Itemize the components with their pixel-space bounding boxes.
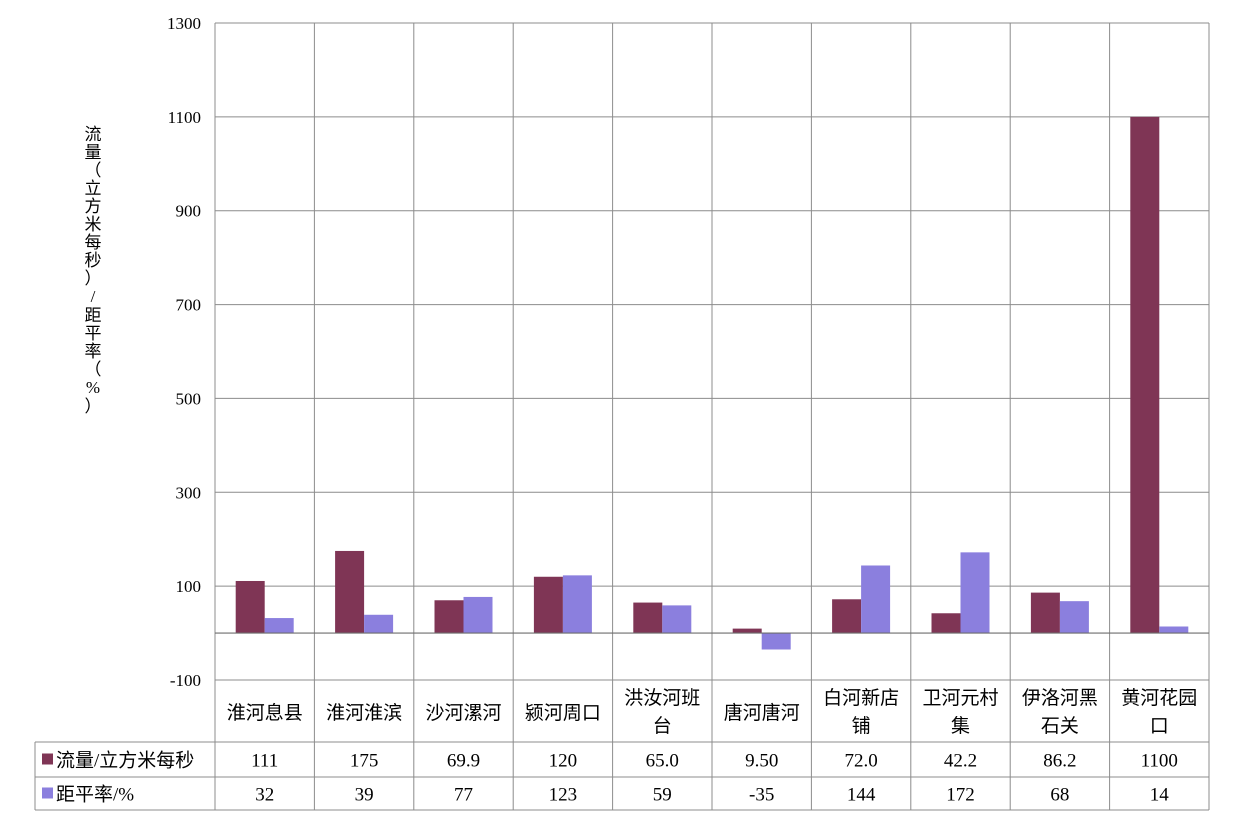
bar-anomaly [562,575,592,634]
category-label: 沙河漯河 [425,702,501,724]
legend-label: 距平率/% [56,784,134,806]
category-label: 伊洛河黑 [1022,687,1098,709]
bar-anomaly [264,618,294,634]
table-value: 68 [1050,785,1069,806]
table-value: 111 [251,751,278,772]
y-tick-label: 1100 [168,108,201,127]
y-tick-label: -100 [170,671,201,690]
y-tick-label: 500 [176,389,202,408]
y-axis-label-char: / [91,287,96,306]
legend-key [42,787,53,799]
category-label: 集 [951,715,970,737]
bar-anomaly [861,565,891,634]
y-axis-label-char: 秒 [85,251,102,270]
category-label: 台 [653,715,672,737]
table-value: -35 [749,785,774,806]
category-label: 淮河息县 [227,702,303,724]
category-label: 白河新店 [823,687,899,709]
y-axis-label-char: 米 [85,215,102,234]
category-label: 铺 [852,715,871,737]
y-axis-label-char: 平 [85,324,102,343]
category-label: 洪汝河班 [624,687,700,709]
bar-flow [732,628,762,634]
bar-anomaly [960,552,990,634]
bar-anomaly [364,614,394,634]
y-axis-label-char: 距 [85,306,102,325]
bar-anomaly [761,633,791,650]
bar-anomaly [1159,626,1189,634]
table-value: 172 [946,785,975,806]
y-tick-label: 300 [176,483,202,502]
category-label: 唐河唐河 [724,702,800,724]
y-tick-label: 100 [176,577,202,596]
y-axis-label-char: % [86,378,100,397]
y-tick-label: 700 [176,296,202,315]
y-axis-label-char: 量 [85,143,102,162]
grid-layer [214,22,1210,810]
category-label: 口 [1150,716,1169,737]
axis-layer: -100 100 300 500 700 900 1100 1300 [167,14,1209,690]
table-value: 72.0 [844,751,877,772]
bar-flow [533,576,563,634]
bar-flow [1130,116,1160,634]
bar-anomaly [463,596,493,634]
y-axis-label-char: ） [85,397,102,416]
table-value: 42.2 [944,751,977,772]
table-value: 86.2 [1043,751,1076,772]
y-axis-label-char: ） [85,269,102,288]
bar-flow [235,580,265,634]
category-label: 卫河元村 [922,687,998,709]
y-tick-label: 900 [176,202,202,221]
bar-flow [931,613,961,634]
legend-label: 流量/立方米每秒 [56,750,194,772]
y-axis-label-char: 方 [85,197,102,216]
table-value: 144 [847,785,876,806]
table-value: 39 [355,785,374,806]
category-label: 黄河花园 [1121,687,1197,709]
table-value: 32 [255,785,274,806]
bar-anomaly [1059,601,1089,634]
category-label: 淮河淮滨 [326,702,402,724]
table-value: 1100 [1141,751,1178,772]
bar-anomaly [662,605,692,634]
y-axis-label: 流量（立方米每秒）/距平率（%） [85,125,102,416]
table-value: 77 [454,785,473,806]
table-value: 9.50 [745,751,778,772]
table-value: 69.9 [447,751,480,772]
category-label: 石关 [1041,715,1079,737]
y-tick-label: 1300 [167,14,201,33]
table-value: 65.0 [646,751,679,772]
legend-key [42,753,53,765]
bars-layer [235,116,1189,650]
y-axis-label-char: 立 [85,179,102,198]
bar-flow [633,602,663,634]
bar-flow [434,600,464,634]
table-value: 120 [549,751,578,772]
y-axis-label-char: （ [85,360,102,379]
table-value: 14 [1150,785,1170,806]
y-axis-label-char: 率 [85,342,102,361]
category-label: 颍河周口 [525,702,601,724]
bar-flow [335,550,365,634]
bar-flow [1030,592,1060,634]
table-value: 123 [549,785,578,806]
table-value: 175 [350,751,379,772]
bar-flow [832,599,862,634]
y-axis-label-char: （ [85,161,102,180]
table-value: 59 [653,785,672,806]
y-axis-label-char: 流 [85,125,102,144]
y-axis-label-char: 每 [85,233,102,252]
